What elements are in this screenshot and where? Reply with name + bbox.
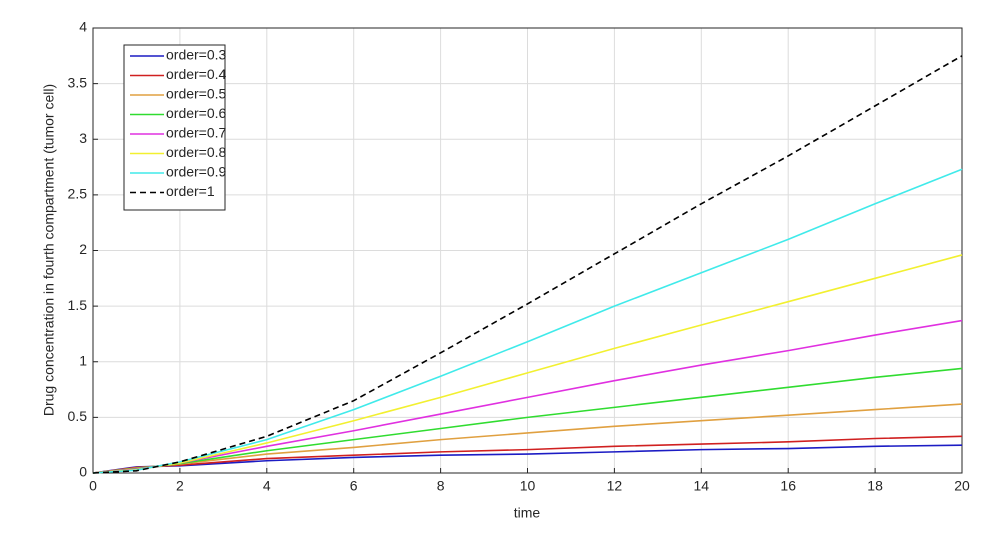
y-tick-label: 2: [79, 241, 87, 257]
x-tick-label: 8: [437, 478, 445, 494]
series-line: [92, 55, 963, 474]
legend-label: order=0.5: [166, 86, 227, 102]
legend-label: order=0.3: [166, 47, 227, 63]
x-tick-label: 0: [89, 478, 97, 494]
y-tick-label: 2.5: [68, 186, 88, 202]
series-line: [92, 435, 963, 474]
y-tick-label: 4: [79, 19, 87, 35]
x-tick-label: 14: [694, 478, 710, 494]
x-tick-label: 6: [350, 478, 358, 494]
x-tick-label: 12: [607, 478, 623, 494]
y-axis-label: Drug concentration in fourth compartment…: [41, 84, 57, 416]
x-tick-label: 18: [867, 478, 883, 494]
plot-frame: [92, 27, 963, 474]
y-tick-label: 3.5: [68, 74, 88, 90]
legend-label: order=0.9: [166, 164, 227, 180]
x-tick-label: 10: [520, 478, 536, 494]
legend-label: order=0.8: [166, 144, 227, 160]
legend-label: order=1: [166, 183, 215, 199]
legend-label: order=0.7: [166, 125, 227, 141]
x-tick-label: 16: [780, 478, 796, 494]
y-tick-label: 0: [79, 464, 87, 480]
x-tick-label: 4: [263, 478, 271, 494]
legend-box: [123, 44, 226, 211]
x-tick-label: 2: [176, 478, 184, 494]
x-tick-label: 20: [954, 478, 970, 494]
legend-label: order=0.6: [166, 105, 227, 121]
y-tick-label: 0.5: [68, 408, 88, 424]
y-tick-label: 3: [79, 130, 87, 146]
y-tick-label: 1: [79, 352, 87, 368]
y-tick-label: 1.5: [68, 297, 88, 313]
legend-label: order=0.4: [166, 66, 227, 82]
x-axis-label: time: [514, 505, 541, 521]
